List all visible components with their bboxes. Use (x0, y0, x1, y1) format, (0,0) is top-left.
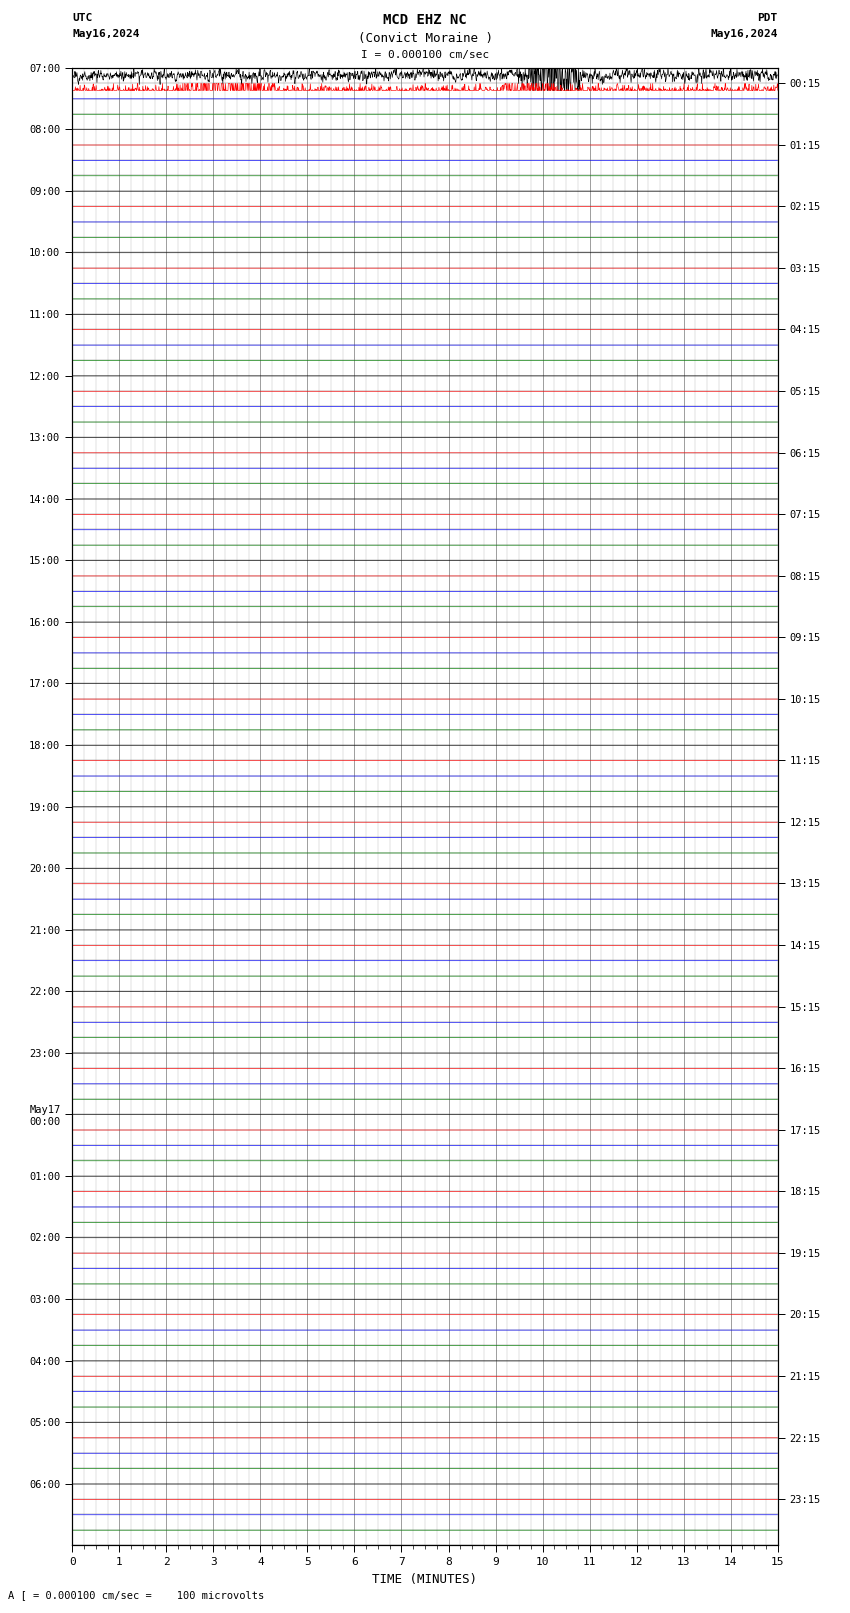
Text: PDT: PDT (757, 13, 778, 23)
Text: MCD EHZ NC: MCD EHZ NC (383, 13, 467, 27)
Text: UTC: UTC (72, 13, 93, 23)
Text: May16,2024: May16,2024 (711, 29, 778, 39)
X-axis label: TIME (MINUTES): TIME (MINUTES) (372, 1573, 478, 1586)
Text: May16,2024: May16,2024 (72, 29, 139, 39)
Text: (Convict Moraine ): (Convict Moraine ) (358, 32, 492, 45)
Text: I = 0.000100 cm/sec: I = 0.000100 cm/sec (361, 50, 489, 60)
Text: A [ = 0.000100 cm/sec =    100 microvolts: A [ = 0.000100 cm/sec = 100 microvolts (8, 1590, 264, 1600)
